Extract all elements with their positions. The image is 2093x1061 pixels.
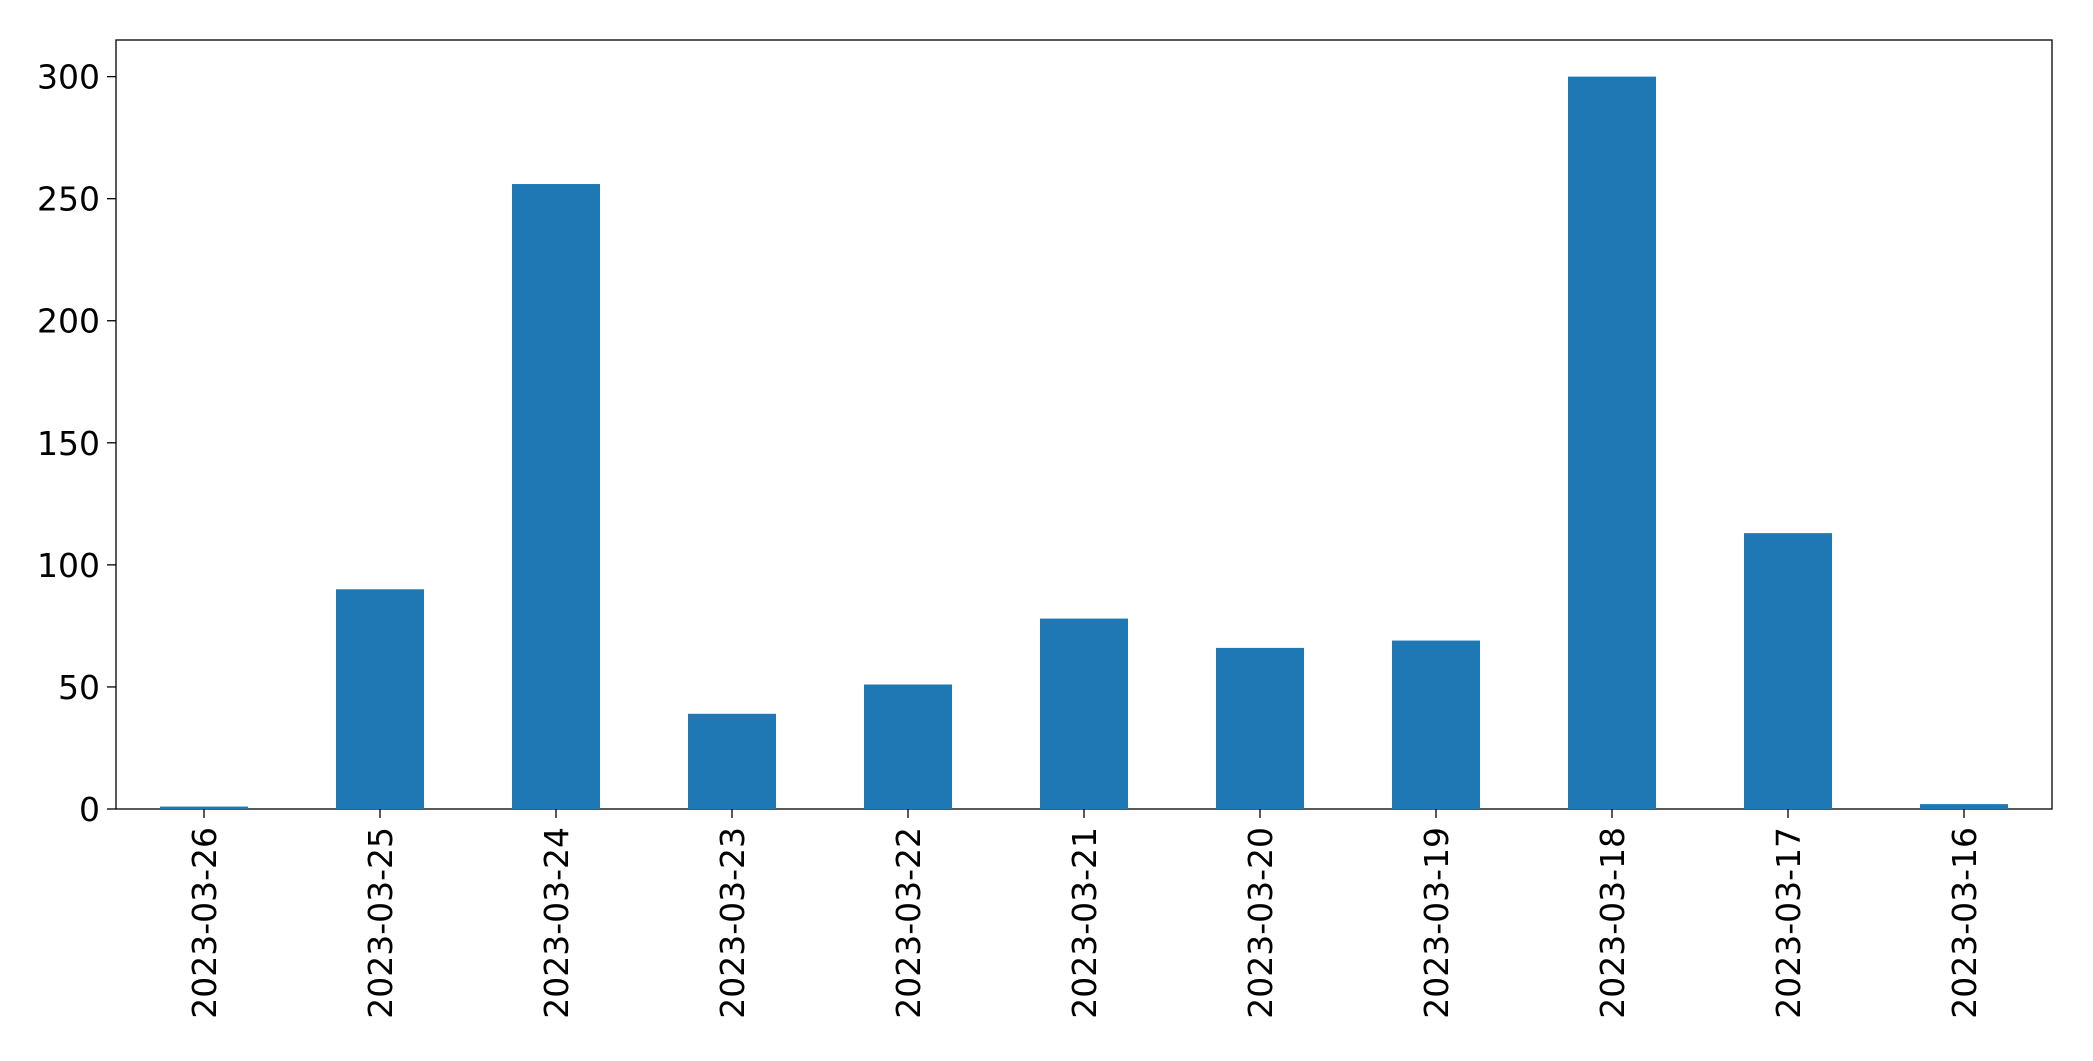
bar	[336, 589, 424, 809]
y-tick-label: 300	[37, 58, 100, 97]
x-tick-label: 2023-03-23	[713, 827, 752, 1019]
bar	[1216, 647, 1304, 809]
bar	[1392, 640, 1480, 809]
bar	[1744, 533, 1832, 809]
bar	[512, 184, 600, 810]
y-tick-label: 150	[37, 424, 100, 463]
x-tick-label: 2023-03-16	[1945, 827, 1984, 1019]
bar	[1040, 618, 1128, 809]
bar	[1920, 804, 2008, 809]
bar	[688, 713, 776, 809]
y-tick-label: 250	[37, 180, 100, 219]
x-tick-label: 2023-03-25	[361, 827, 400, 1019]
bar	[160, 806, 248, 809]
x-tick-label: 2023-03-26	[185, 827, 224, 1019]
x-tick-label: 2023-03-21	[1065, 827, 1104, 1019]
y-tick-label: 200	[37, 302, 100, 341]
y-tick-label: 0	[79, 790, 100, 829]
y-tick-label: 50	[58, 668, 100, 707]
y-tick-label: 100	[37, 546, 100, 585]
x-tick-label: 2023-03-20	[1241, 827, 1280, 1019]
x-tick-label: 2023-03-17	[1769, 827, 1808, 1019]
bar	[864, 684, 952, 809]
x-tick-label: 2023-03-18	[1593, 827, 1632, 1019]
x-tick-label: 2023-03-22	[889, 827, 928, 1019]
x-tick-label: 2023-03-24	[537, 827, 576, 1019]
x-tick-label: 2023-03-19	[1417, 827, 1456, 1019]
bar	[1568, 76, 1656, 810]
